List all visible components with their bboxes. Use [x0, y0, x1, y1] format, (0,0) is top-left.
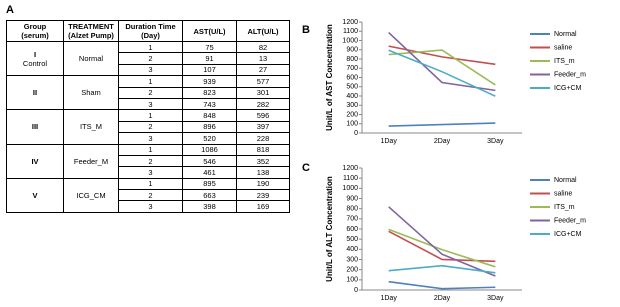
series-line — [388, 122, 496, 127]
x-tick-label: 1Day — [380, 138, 397, 145]
value-cell: 13 — [236, 52, 290, 65]
group-cell: V — [6, 177, 64, 213]
series-line — [388, 280, 496, 290]
legend-label: ICG+CM — [554, 231, 582, 238]
table-row: 3 107 27 — [7, 63, 290, 77]
y-tick-label: 100 — [346, 121, 358, 128]
y-tick-label: 500 — [346, 84, 358, 91]
panel-label: A — [6, 4, 14, 16]
y-tick-label: 0 — [354, 130, 358, 137]
group-name: Control — [22, 58, 48, 68]
table-row: I Control Normal 1 75 82 — [6, 40, 290, 77]
legend-label: ITS_m — [554, 58, 575, 65]
y-tick-label: 1100 — [343, 28, 358, 35]
table-row: II Sham 1 939 577 — [6, 75, 290, 111]
y-tick-label: 400 — [346, 246, 358, 253]
series-line — [388, 264, 496, 274]
x-tick-label: 2Day — [434, 295, 451, 302]
legend-label: Normal — [554, 31, 577, 38]
series-line — [388, 206, 496, 277]
panel-label: B — [302, 24, 310, 36]
group-numeral: V — [32, 190, 38, 200]
y-tick-label: 600 — [346, 74, 358, 81]
table-row: III ITS_M 1 848 596 — [6, 109, 290, 145]
table-row: 2 91 13 — [7, 52, 290, 65]
y-tick-label: 500 — [346, 236, 358, 243]
group-cell: IV — [6, 143, 64, 179]
value-cell: 169 — [236, 200, 290, 213]
y-tick-label: 1000 — [342, 37, 358, 44]
y-tick-label: 1000 — [342, 185, 358, 192]
series-line — [388, 49, 496, 97]
data-table: Group (serum) TREATMENT (Alzet Pump) Durat… — [6, 20, 290, 213]
y-tick-label: 300 — [346, 102, 358, 109]
y-axis-title: Unit/L of ALT Concentration — [325, 176, 334, 282]
group-numeral: I — [33, 49, 37, 59]
group-numeral: III — [31, 122, 39, 132]
series-line — [388, 49, 496, 86]
panel-label: C — [302, 162, 310, 174]
value-cell: 398 — [182, 200, 237, 213]
treatment-cell: Feeder_M — [63, 143, 119, 179]
table-row: 2 546 352 — [7, 154, 290, 168]
series-line — [388, 45, 496, 66]
y-tick-label: 400 — [346, 93, 358, 100]
y-tick-label: 700 — [346, 65, 358, 72]
group-cell: II — [6, 75, 64, 111]
x-tick-label: 3Day — [487, 295, 504, 302]
table-row: 3 398 169 — [7, 200, 290, 213]
value-cell: 82 — [236, 40, 290, 54]
legend-label: Normal — [554, 177, 577, 184]
series-line — [388, 228, 496, 268]
y-axis-title: Unit/L of AST Concentration — [325, 24, 334, 131]
legend-label: ICG+CM — [554, 85, 582, 92]
y-tick-label: 1200 — [342, 19, 358, 26]
table-row: IV Feeder_M 1 1086 818 — [6, 143, 290, 179]
y-tick-label: 1200 — [342, 165, 358, 172]
y-tick-label: 600 — [346, 226, 358, 233]
table-row: V ICG_CM 1 895 190 — [6, 177, 290, 213]
group-numeral: II — [32, 88, 38, 98]
y-tick-label: 700 — [346, 216, 358, 223]
legend-label: Feeder_m — [554, 71, 586, 78]
header-cell: ALT(U/L) — [236, 20, 290, 42]
treatment-cell: Sham — [63, 75, 119, 111]
y-tick-label: 1100 — [343, 175, 358, 182]
y-tick-label: 800 — [346, 206, 358, 213]
treatment-cell: Normal — [63, 40, 119, 77]
table-row: 3 461 138 — [7, 166, 290, 179]
x-tick-label: 3Day — [487, 138, 504, 145]
y-tick-label: 200 — [346, 111, 358, 118]
y-tick-label: 100 — [346, 277, 358, 284]
y-tick-label: 200 — [346, 267, 358, 274]
group-numeral: IV — [31, 156, 39, 166]
y-tick-label: 900 — [346, 47, 358, 54]
y-tick-label: 900 — [346, 195, 358, 202]
treatment-cell: ICG_CM — [63, 177, 119, 213]
legend-label: saline — [554, 190, 572, 197]
legend-label: saline — [554, 44, 572, 51]
y-tick-label: 300 — [346, 256, 358, 263]
legend-label: Feeder_m — [554, 217, 586, 224]
value-cell: 1 — [118, 40, 183, 54]
y-tick-label: 800 — [346, 56, 358, 63]
header-row: Group (serum) TREATMENT (Alzet Pump) Durat… — [6, 20, 290, 42]
x-tick-label: 1Day — [380, 295, 397, 302]
y-tick-label: 0 — [354, 287, 358, 294]
legend-label: ITS_m — [554, 204, 575, 211]
x-tick-label: 2Day — [434, 138, 451, 145]
